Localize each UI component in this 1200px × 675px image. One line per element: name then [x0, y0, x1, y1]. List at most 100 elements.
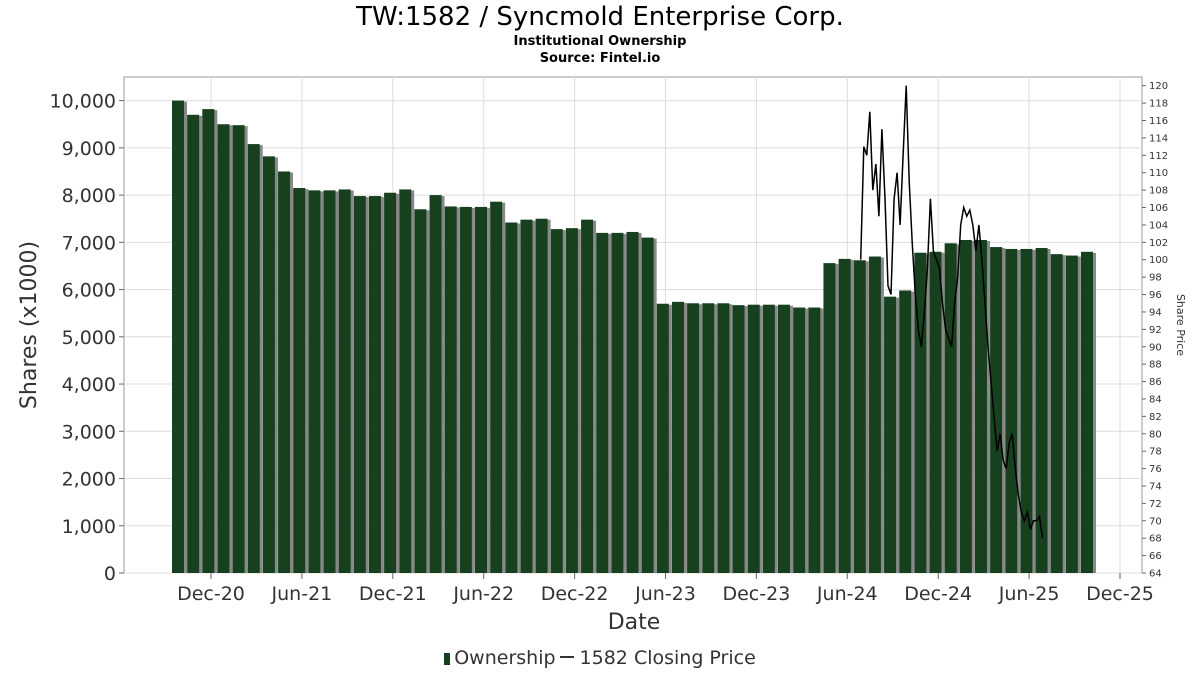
ownership-bar	[611, 232, 624, 573]
y2-tick-label: 94	[1149, 307, 1162, 318]
y2-tick-label: 102	[1149, 238, 1168, 249]
y2-tick-label: 90	[1149, 342, 1162, 353]
y2-tick-label: 114	[1149, 133, 1168, 144]
legend-ownership-swatch	[444, 653, 451, 665]
x-tick-label: Dec-25	[1086, 583, 1154, 605]
x-tick-label: Dec-21	[359, 583, 427, 605]
ownership-bar	[505, 222, 518, 573]
ownership-bar	[247, 144, 260, 573]
y-tick-label: 8,000	[62, 185, 116, 207]
y-tick-label: 1,000	[62, 516, 116, 538]
y2-tick-label: 78	[1149, 447, 1162, 458]
ownership-bar	[1065, 255, 1078, 573]
ownership-bar	[368, 196, 381, 574]
ownership-bar	[535, 218, 548, 573]
ownership-bar	[959, 239, 972, 573]
ownership-bar	[217, 124, 230, 573]
y-tick-label: 6,000	[62, 280, 116, 302]
closing-price-line	[859, 85, 1044, 539]
ownership-bar	[853, 260, 866, 573]
x-tick-label: Dec-24	[904, 583, 972, 605]
y2-tick-label: 72	[1149, 499, 1162, 510]
ownership-bar	[202, 109, 215, 574]
legend-price-swatch	[559, 656, 574, 658]
x-tick-label: Dec-22	[541, 583, 609, 605]
y-axis-title: Shares (x1000)	[17, 241, 42, 409]
ownership-bar	[808, 307, 821, 573]
x-axis-title: Date	[608, 610, 661, 635]
y2-tick-label: 96	[1149, 290, 1162, 301]
x-tick-label: Jun-21	[271, 583, 333, 605]
ownership-bar	[550, 229, 563, 573]
y2-tick-label: 74	[1149, 481, 1162, 492]
y2-tick-label: 92	[1149, 325, 1162, 336]
y2-tick-label: 66	[1149, 551, 1162, 562]
ownership-bar	[399, 189, 412, 573]
legend-ownership-label: Ownership	[454, 647, 556, 669]
y-tick-label: 3,000	[62, 421, 116, 443]
y2-tick-label: 88	[1149, 360, 1162, 371]
ownership-bar	[459, 206, 472, 573]
ownership-bar	[732, 305, 745, 573]
ownership-bar	[914, 252, 927, 573]
x-tick-label: Jun-24	[816, 583, 878, 605]
x-tick-label: Dec-23	[722, 583, 790, 605]
ownership-bar	[1005, 248, 1018, 574]
ownership-bar	[353, 196, 366, 574]
ownership-bar	[762, 304, 775, 573]
y-tick-label: 2,000	[62, 469, 116, 491]
chart-title: TW:1582 / Syncmold Enterprise Corp.	[356, 2, 844, 32]
ownership-bar	[262, 156, 275, 574]
ownership-bar	[187, 114, 200, 574]
ownership-bar	[747, 304, 760, 573]
x-tick-label: Jun-25	[998, 583, 1060, 605]
ownership-bar	[565, 228, 578, 573]
ownership-bar	[520, 219, 533, 573]
y2-tick-label: 98	[1149, 273, 1162, 284]
y2-tick-label: 84	[1149, 394, 1162, 405]
ownership-bar	[1035, 248, 1048, 574]
legend: Ownership 1582 Closing Price	[0, 647, 1200, 669]
ownership-bar	[232, 125, 245, 573]
ownership-bar	[490, 201, 503, 574]
y-tick-label: 0	[104, 563, 116, 585]
y2-tick-label: 106	[1149, 203, 1168, 214]
ownership-bar	[641, 237, 654, 573]
y2-tick-label: 118	[1149, 99, 1168, 110]
ownership-bar	[323, 190, 336, 573]
ownership-bar	[868, 256, 881, 573]
y2-tick-label: 104	[1149, 220, 1168, 231]
y2-axis-title: Share Price	[1174, 294, 1187, 356]
y2-tick-label: 68	[1149, 534, 1162, 545]
ownership-bar	[596, 232, 609, 573]
y2-tick-label: 70	[1149, 516, 1162, 527]
y2-tick-label: 108	[1149, 186, 1168, 197]
chart-source: Source: Fintel.io	[539, 51, 661, 66]
y2-tick-label: 80	[1149, 429, 1162, 440]
ownership-bar	[974, 239, 987, 573]
ownership-bar	[444, 206, 457, 574]
ownership-bar	[687, 303, 700, 573]
ownership-bar	[429, 195, 442, 573]
y2-tick-label: 86	[1149, 377, 1162, 388]
y-tick-label: 5,000	[62, 327, 116, 349]
x-tick-label: Jun-22	[452, 583, 514, 605]
y-tick-label: 10,000	[50, 91, 116, 113]
ownership-bar	[671, 301, 684, 573]
ownership-bar	[293, 188, 306, 573]
ownership-bar	[656, 303, 669, 573]
ownership-bar	[278, 171, 291, 573]
y2-tick-label: 76	[1149, 464, 1162, 475]
ownership-bar	[944, 243, 957, 574]
y-tick-label: 9,000	[62, 138, 116, 160]
ownership-bar	[626, 231, 639, 573]
ownership-bar	[581, 219, 594, 573]
x-tick-label: Dec-20	[177, 583, 245, 605]
ownership-bar	[475, 206, 487, 573]
ownership-bar	[778, 304, 790, 573]
y2-tick-label: 112	[1149, 151, 1168, 162]
ownership-bar	[172, 100, 184, 573]
ownership-bar	[702, 303, 715, 573]
ownership-bar	[884, 296, 897, 573]
